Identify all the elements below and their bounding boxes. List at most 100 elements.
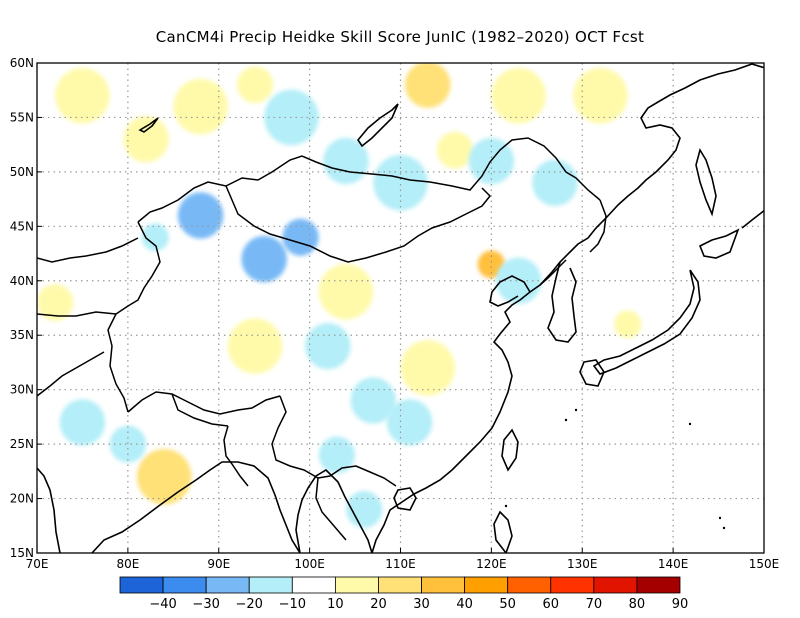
- coastline-kamchatka: [741, 209, 764, 229]
- skill-patch-21: [227, 318, 283, 374]
- skill-patch-9: [491, 67, 546, 124]
- colorbar-swatch: [636, 576, 681, 594]
- border-indochina-interior: [315, 477, 347, 541]
- coastline-japan-hokkaido: [698, 228, 740, 259]
- skill-patch-20: [305, 322, 351, 370]
- colorbar-label: 50: [499, 597, 516, 612]
- border-russia-china-east: [589, 199, 607, 253]
- skill-patch-22: [400, 340, 456, 396]
- border-nepal: [171, 393, 229, 427]
- coastline-indochina: [295, 468, 373, 553]
- colorbar-label: 80: [629, 597, 646, 612]
- colorbar-label: −20: [236, 597, 263, 612]
- colorbar-label: −30: [192, 597, 219, 612]
- latitude-label: 15N: [10, 546, 34, 560]
- colorbar-label: 40: [456, 597, 473, 612]
- skill-patch-31: [614, 310, 642, 339]
- colorbar-swatch: [334, 576, 379, 594]
- border-myanmar-china: [271, 395, 319, 479]
- coastline-sakhalin: [695, 147, 717, 217]
- skill-patch-28: [109, 425, 147, 463]
- colorbar-swatch: [205, 576, 250, 594]
- map-title: CanCM4i Precip Heidke Skill Score JunIC …: [155, 28, 645, 46]
- latitude-label: 50N: [10, 165, 34, 179]
- colorbar-label: 60: [542, 597, 559, 612]
- skill-patch-12: [532, 159, 578, 206]
- colorbar-swatch: [550, 576, 595, 594]
- longitude-label: 80E: [116, 557, 139, 571]
- colorbar-swatch: [291, 576, 336, 594]
- longitude-labels: 70E 80E 90E 100E 110E 120E 130E 140E 150E: [26, 548, 779, 571]
- border-pakistan: [37, 351, 105, 397]
- skill-patch-29: [37, 284, 74, 322]
- longitude-label: 100E: [294, 557, 325, 571]
- latitude-label: 25N: [10, 437, 34, 451]
- skill-patch-26: [136, 449, 192, 505]
- lake-balkhash: [138, 117, 159, 133]
- latitude-label: 55N: [10, 110, 34, 124]
- colorbar-swatch: [378, 576, 422, 594]
- coastline-bay-of-bengal: [91, 461, 301, 553]
- colorbar-swatch: [507, 576, 552, 594]
- colorbar-label: −40: [149, 597, 176, 612]
- coastlines: [37, 63, 764, 553]
- colorbar-swatch: [162, 576, 207, 594]
- map-gridlines: [37, 63, 764, 553]
- colorbar: −40 −30 −20 −10 10 20 30 40 50 60 70 80 90: [119, 576, 689, 612]
- border-indochina-china: [317, 465, 397, 487]
- border-himalaya: [127, 391, 281, 415]
- longitude-label: 90E: [207, 557, 230, 571]
- skill-patch-15: [282, 218, 319, 256]
- coastline-mainland: [371, 63, 764, 553]
- colorbar-label: 30: [413, 597, 430, 612]
- skill-patch-14: [141, 223, 169, 252]
- colorbar-label: 20: [370, 597, 387, 612]
- longitude-label: 120E: [476, 557, 507, 571]
- skill-patch-10: [573, 67, 628, 124]
- border-india-myanmar: [223, 425, 249, 487]
- coastline-luzon: [493, 510, 513, 553]
- skill-patch-0: [55, 67, 110, 124]
- coastline-taiwan: [501, 428, 519, 472]
- border-russia-mongolia: [137, 137, 601, 223]
- skill-patch-3: [236, 66, 274, 104]
- border-south-asia-west: [107, 313, 129, 413]
- colorbar-swatch: [464, 576, 509, 594]
- coastline-arabian-sea: [37, 467, 61, 553]
- skill-patch-7: [405, 63, 451, 108]
- skill-patch-6: [373, 155, 428, 211]
- border-central-asia: [37, 237, 139, 263]
- coastline-hainan: [393, 487, 417, 511]
- coastline-japan-kyushu: [579, 359, 605, 387]
- longitude-label: 70E: [26, 557, 49, 571]
- latitude-label: 20N: [10, 492, 34, 506]
- colorbar-label: 90: [672, 597, 689, 612]
- skill-patch-23: [350, 377, 396, 424]
- longitude-label: 140E: [658, 557, 689, 571]
- lake-baikal: [357, 103, 399, 148]
- latitude-label: 35N: [10, 328, 34, 342]
- latitude-label: 30N: [10, 383, 34, 397]
- border-tajik: [37, 311, 117, 317]
- coastline-korea: [547, 261, 577, 343]
- skill-score-field: [37, 63, 642, 528]
- skill-patch-27: [59, 399, 106, 446]
- colorbar-swatch: [421, 576, 466, 594]
- latitude-label: 45N: [10, 219, 34, 233]
- skill-patch-24: [386, 399, 433, 446]
- colorbar-swatch: [248, 576, 293, 594]
- skill-patch-25: [318, 436, 356, 474]
- country-borders: [37, 137, 607, 541]
- longitude-label: 110E: [385, 557, 416, 571]
- latitude-labels: 15N 20N 25N 30N 35N 40N 45N 50N 55N 60N: [10, 56, 42, 560]
- latitude-label: 60N: [10, 56, 34, 70]
- skill-patch-1: [123, 116, 169, 163]
- skill-patch-8: [436, 131, 474, 169]
- colorbar-swatch: [119, 576, 164, 594]
- colorbar-label: 70: [586, 597, 603, 612]
- skill-patch-16: [241, 235, 287, 283]
- colorbar-swatch: [593, 576, 638, 594]
- latitude-label: 40N: [10, 274, 34, 288]
- border-mongolia-china: [225, 185, 492, 263]
